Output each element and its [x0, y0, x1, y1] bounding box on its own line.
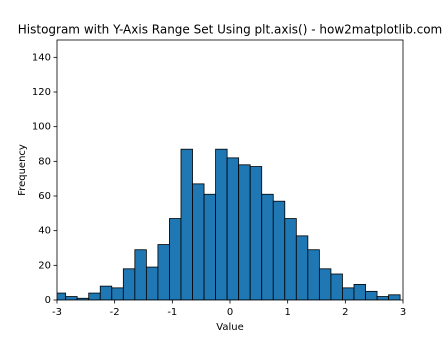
x-tick-label: -3 — [52, 307, 62, 318]
bar — [111, 287, 124, 300]
bar — [376, 296, 389, 300]
bar — [169, 218, 182, 300]
x-axis-label: Value — [216, 322, 243, 333]
bar — [284, 218, 297, 300]
x-tick-label: -1 — [167, 307, 177, 318]
y-tick-label: 140 — [32, 52, 51, 63]
bar — [145, 266, 159, 300]
bar — [88, 292, 101, 300]
bar — [157, 244, 170, 300]
bar — [249, 166, 263, 300]
y-tick-label: 40 — [38, 226, 51, 237]
y-tick-label: 60 — [38, 191, 51, 202]
bar — [192, 183, 205, 300]
bar — [134, 249, 147, 300]
bar — [226, 157, 240, 300]
bar — [203, 193, 216, 300]
y-tick-label: 80 — [38, 156, 51, 167]
x-tick-label: 1 — [284, 307, 290, 318]
bar — [99, 285, 113, 300]
bar — [295, 235, 309, 300]
bar — [180, 148, 193, 300]
y-tick-label: 120 — [32, 87, 51, 98]
bar — [65, 296, 78, 300]
bar — [388, 294, 401, 300]
bar — [318, 268, 332, 300]
bar — [215, 148, 228, 300]
bar — [342, 287, 355, 300]
bar — [238, 164, 251, 300]
chart-title: Histogram with Y-Axis Range Set Using pl… — [18, 23, 443, 37]
x-tick-label: 0 — [227, 307, 233, 318]
x-tick-label: 3 — [400, 307, 406, 318]
y-tick-label: 0 — [45, 295, 51, 306]
y-axis-label: Frequency — [17, 144, 28, 196]
y-tick-label: 100 — [32, 122, 51, 133]
bar — [353, 283, 366, 300]
bar — [307, 249, 320, 300]
bar — [330, 273, 343, 300]
y-tick-label: 20 — [38, 260, 51, 271]
bar — [57, 292, 67, 300]
bar — [272, 200, 286, 300]
bar — [365, 290, 378, 300]
bars — [57, 148, 401, 300]
x-tick-label: -2 — [110, 307, 120, 318]
bar — [261, 193, 274, 300]
bar — [122, 268, 136, 300]
x-tick-label: 2 — [342, 307, 348, 318]
